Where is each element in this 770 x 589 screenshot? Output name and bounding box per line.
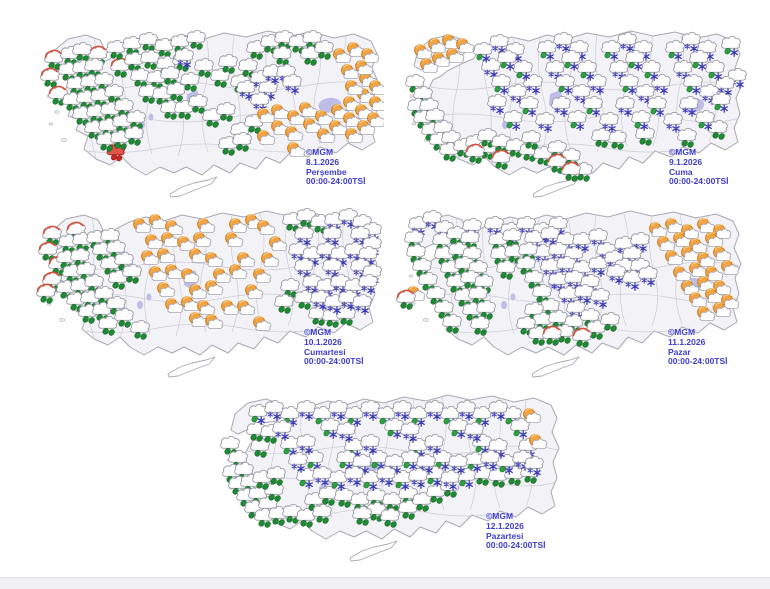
map-time-range: 00:00-24:00TSİ [486,540,546,551]
page-bottom-bar [0,577,770,589]
map-copyright: ©MGM [486,511,514,521]
map-label: ©MGM 11.1.2026 Pazar 00:00-24:00TSİ [668,327,728,367]
forecast-map-sunday: ©MGM 11.1.2026 Pazar 00:00-24:00TSİ [386,204,746,389]
map-time-range: 00:00-24:00TSİ [304,356,364,367]
map-time-range: 00:00-24:00TSİ [668,356,728,367]
map-label: ©MGM 12.1.2026 Pazartesi 00:00-24:00TSİ [486,511,546,551]
map-date: 12.1.2026 [486,520,524,531]
partly-cloudy-icon [368,113,384,127]
forecast-map-monday: ©MGM 12.1.2026 Pazartesi 00:00-24:00TSİ [204,388,564,573]
map-date: 10.1.2026 [304,336,342,347]
partly-cloudy-icon [370,81,384,95]
forecast-map-thursday: ©MGM 8.1.2026 Perşembe 00:00-24:00TSİ [24,24,384,209]
map-date: 8.1.2026 [306,156,340,167]
map-date: 9.1.2026 [669,156,703,167]
map-copyright: ©MGM [304,327,332,337]
map-day: Perşembe [306,166,347,177]
heavy-rain-icon [41,68,60,88]
map-copyright: ©MGM [668,327,696,337]
map-time-range: 00:00-24:00TSİ [669,176,729,187]
map-day: Pazar [668,346,691,357]
partly-cloudy-icon [362,49,379,63]
map-copyright: ©MGM [669,147,697,157]
heavy-rain-icon [397,290,416,310]
map-label: ©MGM 8.1.2026 Perşembe 00:00-24:00TSİ [306,147,366,187]
map-time-range: 00:00-24:00TSİ [306,176,366,187]
map-day: Cuma [669,166,693,177]
map-day: Pazartesi [486,530,524,541]
partly-cloudy-icon [457,39,474,53]
partly-cloudy-icon [370,97,384,111]
forecast-map-saturday: ©MGM 10.1.2026 Cumartesi 00:00-24:00TSİ [22,204,382,389]
map-date: 11.1.2026 [668,336,706,347]
forecast-map-friday: ©MGM 9.1.2026 Cuma 00:00-24:00TSİ [387,24,747,209]
map-day: Cumartesi [304,346,346,357]
heavy-rain-icon [37,284,56,304]
map-label: ©MGM 9.1.2026 Cuma 00:00-24:00TSİ [669,147,729,187]
map-label: ©MGM 10.1.2026 Cumartesi 00:00-24:00TSİ [304,327,364,367]
map-copyright: ©MGM [306,147,334,157]
partly-cloudy-icon [150,215,167,229]
